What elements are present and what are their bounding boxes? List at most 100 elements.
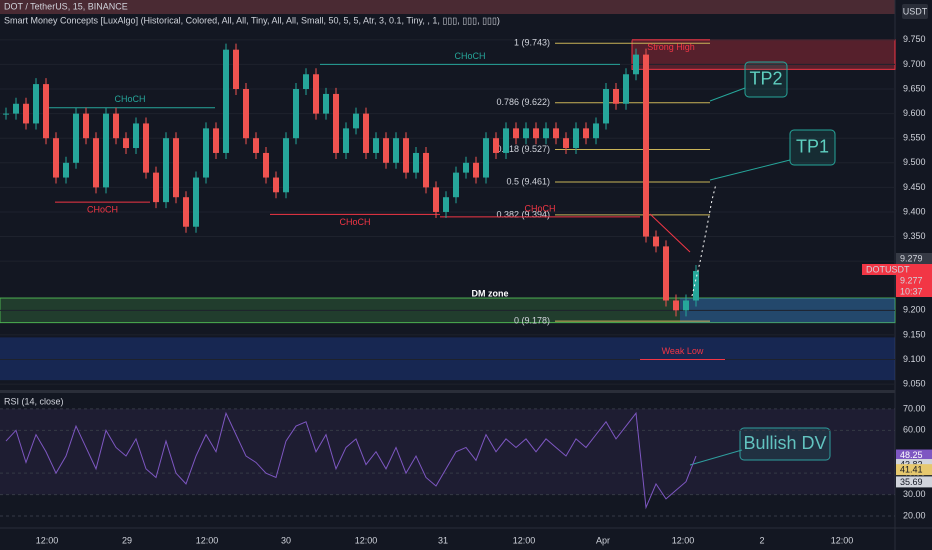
candle (453, 172, 459, 198)
candle (203, 128, 209, 178)
unit: USDT (903, 6, 928, 16)
candle (243, 89, 249, 139)
candle (63, 162, 69, 178)
structure-label: CHoCH (524, 203, 555, 213)
candle (573, 128, 579, 149)
candle (123, 138, 129, 149)
candle (103, 113, 109, 188)
y-tick-label: 9.050 (903, 378, 926, 388)
indicator: Smart Money Concepts [LuxAlgo] (Historic… (4, 15, 500, 25)
candle (223, 49, 229, 153)
demand-zone (0, 337, 895, 381)
x-tick-label: 30 (281, 535, 291, 545)
price-tag (896, 253, 932, 264)
fib-label: 0 (9.178) (514, 316, 550, 326)
candle (173, 138, 179, 198)
price-tag-label: 10:37 (900, 286, 923, 296)
candle (613, 89, 619, 104)
rsi-tag-label: 48.25 (900, 450, 923, 460)
top-zone (0, 0, 895, 14)
candle (683, 300, 689, 311)
candle (643, 54, 649, 237)
pane-separator (0, 390, 895, 393)
x-tick-label: 12:00 (513, 535, 536, 545)
candle (333, 93, 339, 153)
candle (293, 89, 299, 139)
price-tag (896, 286, 932, 297)
x-tick-label: 2 (759, 535, 764, 545)
candle (93, 138, 99, 188)
candle (473, 162, 479, 178)
candle (303, 74, 309, 90)
candle (153, 172, 159, 203)
candle (73, 113, 79, 163)
candle (413, 152, 419, 173)
y-tick-label: 9.650 (903, 83, 926, 93)
candle (433, 187, 439, 212)
y-tick-label: 9.500 (903, 157, 926, 167)
arrow (709, 159, 791, 181)
arrow (689, 449, 743, 466)
candle (323, 93, 329, 114)
candle (83, 113, 89, 139)
candle (23, 103, 29, 124)
structure-label: Weak Low (662, 346, 704, 356)
candle (13, 103, 19, 114)
candle (673, 300, 679, 311)
candle (213, 128, 219, 153)
y-tick-label: 9.600 (903, 108, 926, 118)
structure-label: CHoCH (114, 94, 145, 104)
x-tick-label: 12:00 (196, 535, 219, 545)
y-tick-label: 9.200 (903, 305, 926, 315)
candle (3, 113, 9, 115)
rsi-tag-label: 41.41 (900, 465, 923, 475)
annotation: TP1 (796, 136, 829, 156)
candle (113, 113, 119, 139)
y-tick-label: 60.00 (903, 425, 926, 435)
x-tick-label: 12:00 (36, 535, 59, 545)
candle (583, 128, 589, 139)
y-tick-label: 70.00 (903, 403, 926, 413)
arrow (709, 87, 746, 102)
fib-label: 0.786 (9.622) (496, 97, 550, 107)
projection (691, 183, 717, 297)
rsi-tag-label: 35.69 (900, 477, 923, 487)
x-tick-label: 12:00 (355, 535, 378, 545)
candle (513, 128, 519, 139)
annotation-box (739, 427, 831, 461)
candle (353, 113, 359, 129)
price-tag-label: 9.279 (900, 253, 923, 263)
candle (663, 246, 669, 301)
candle (393, 138, 399, 163)
candle (263, 152, 269, 178)
candle (523, 128, 529, 139)
candle (163, 138, 169, 203)
candle (493, 138, 499, 153)
candle (423, 152, 429, 188)
candle (483, 138, 489, 178)
y-tick-label: 20.00 (903, 510, 926, 520)
symbol: DOT / TetherUS, 15, BINANCE (4, 1, 128, 11)
y-tick-label: 9.100 (903, 354, 926, 364)
candle (533, 128, 539, 139)
x-tick-label: 29 (122, 535, 132, 545)
dm-zone-label: DM zone (472, 288, 509, 298)
candle (273, 177, 279, 193)
annotation: TP2 (749, 68, 782, 88)
candle (463, 162, 469, 173)
candle (133, 123, 139, 149)
structure-label: CHoCH (454, 51, 485, 61)
candle (313, 74, 319, 114)
candle (623, 74, 629, 104)
y-tick-label: 30.00 (903, 489, 926, 499)
x-tick-label: 12:00 (672, 535, 695, 545)
fib-label: 0.5 (9.461) (506, 176, 550, 186)
candle (603, 89, 609, 124)
candle (693, 270, 699, 301)
candle (53, 138, 59, 178)
candle (633, 54, 639, 75)
candle (253, 138, 259, 153)
rsi-line (5, 411, 697, 510)
